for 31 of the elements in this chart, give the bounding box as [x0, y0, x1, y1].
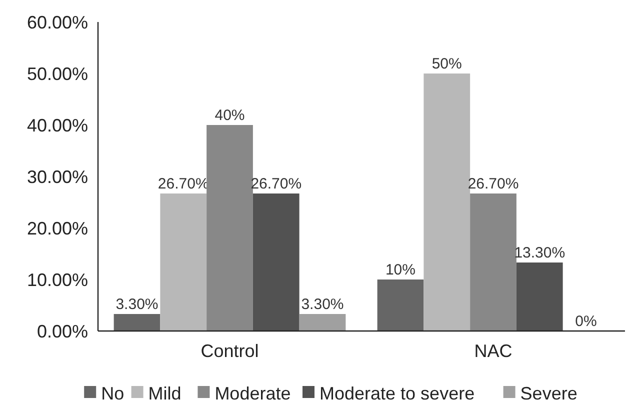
bar	[206, 125, 253, 331]
x-tick-label: Control	[200, 341, 259, 361]
y-tick-label: 0.00%	[36, 321, 88, 342]
x-tick-label: NAC	[474, 341, 512, 361]
y-tick-label: 30.00%	[26, 166, 88, 187]
legend-label: Moderate	[214, 383, 291, 404]
bar	[470, 193, 516, 331]
bar	[516, 262, 563, 331]
bar	[114, 314, 160, 331]
y-tick-label: 60.00%	[26, 12, 88, 32]
y-tick-label: 50.00%	[26, 64, 88, 84]
data-label: 40%	[214, 107, 245, 124]
data-label: 50%	[432, 56, 462, 72]
y-tick-label: 10.00%	[26, 270, 88, 290]
data-label: 26.70%	[158, 175, 209, 192]
data-label: 10%	[385, 262, 416, 278]
legend-label: Moderate to severe	[320, 383, 475, 404]
bar	[299, 314, 346, 331]
legend-label: Mild	[148, 383, 182, 404]
bar	[252, 193, 300, 331]
legend-label: Severe	[520, 383, 578, 404]
bar	[377, 280, 424, 331]
legend-label: No	[101, 383, 124, 404]
data-label: 0%	[575, 313, 597, 330]
data-label: 26.70%	[468, 175, 519, 192]
bar	[160, 193, 207, 331]
y-tick-label: 20.00%	[26, 218, 88, 238]
data-label: 3.30%	[301, 296, 344, 314]
bar	[424, 74, 470, 331]
data-label: 3.30%	[116, 296, 158, 314]
y-tick-label: 40.00%	[26, 115, 88, 136]
